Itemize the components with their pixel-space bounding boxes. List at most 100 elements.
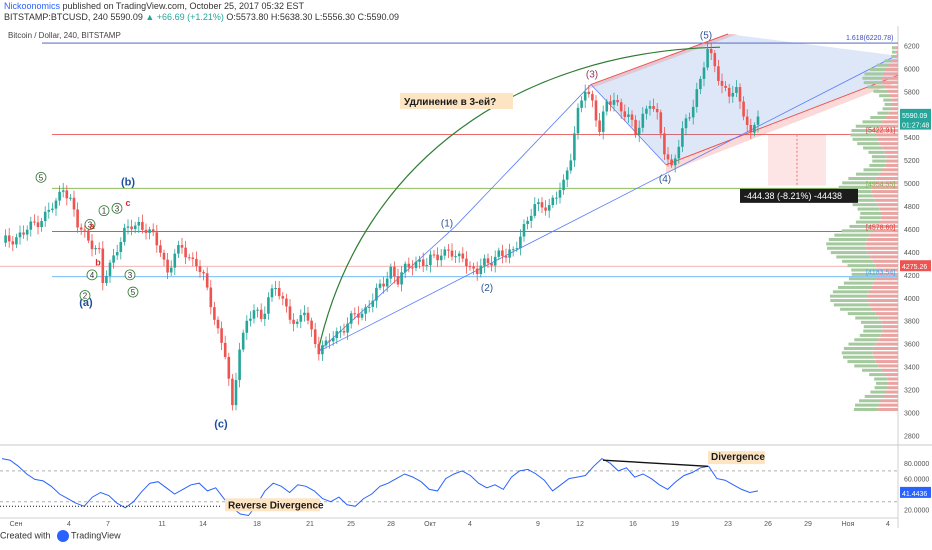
sub-wave-5-bottom-circle [127, 286, 139, 298]
volume-profile-bar [829, 294, 868, 298]
candle-body [126, 226, 130, 228]
volume-profile-bar [848, 342, 876, 346]
volume-profile-bar [866, 246, 898, 250]
candle-body [468, 266, 472, 268]
volume-profile-bar [871, 185, 898, 189]
candle-body [256, 309, 259, 311]
price-tick: 4200 [904, 273, 920, 280]
volume-profile-bar [887, 377, 898, 381]
candle-body [263, 313, 267, 320]
wave-2-label: (2) [481, 283, 493, 294]
volume-profile-bar [875, 312, 898, 316]
volume-profile-bar [885, 390, 898, 394]
candle-body [331, 338, 335, 342]
candle-body [137, 221, 141, 226]
candle-body [691, 106, 695, 118]
volume-profile-bar [879, 207, 898, 211]
volume-profile-bar [840, 307, 872, 311]
candle-body [627, 114, 630, 117]
candle-body [508, 249, 511, 258]
price-tick: 3600 [904, 342, 920, 349]
volume-profile-bar [854, 364, 879, 368]
wave-3-label: (3) [586, 70, 598, 81]
volume-profile-bar [877, 203, 898, 207]
volume-profile-bar [843, 355, 874, 359]
volume-profile-bar [879, 172, 898, 176]
publisher-name[interactable]: Nickoonomics [4, 1, 61, 11]
volume-profile-bar [881, 211, 898, 215]
projection-arc [317, 46, 721, 352]
price-chart[interactable]: Bitcoin / Dollar, 240, BITSTAMP 1.618(62… [0, 26, 932, 528]
volume-profile-bar [884, 59, 892, 63]
candle-body [234, 380, 238, 406]
candle-body [630, 114, 634, 120]
price-tick: 5000 [904, 181, 920, 188]
candle-body [519, 236, 522, 249]
candle-body [295, 321, 299, 324]
candle-body [439, 255, 443, 261]
candle-body [443, 249, 447, 256]
candle-body [418, 259, 421, 262]
time-tick: 23 [724, 521, 732, 528]
candle-body [97, 248, 101, 250]
time-tick: 14 [199, 521, 207, 528]
rsi-tick: 60.0000 [904, 477, 929, 484]
candle-body [537, 202, 540, 205]
candle-body [277, 287, 281, 297]
price-tick: 4800 [904, 204, 920, 211]
candle-body [731, 92, 735, 97]
volume-profile-bar [863, 81, 883, 85]
volume-profile-bar [870, 115, 886, 119]
volume-profile-bar [877, 272, 898, 276]
candle-body [339, 331, 342, 333]
volume-profile-bar [827, 246, 867, 250]
candle-body [29, 221, 33, 230]
volume-profile-bar [886, 155, 898, 159]
volume-profile-bar [882, 329, 898, 333]
candle-body [724, 85, 727, 88]
candle-body [180, 245, 184, 248]
candle-body [252, 310, 256, 319]
candle-body [133, 225, 137, 230]
volume-profile-bar [873, 281, 898, 285]
publish-line: Nickoonomics published on TradingView.co… [4, 1, 304, 11]
candle-body [429, 254, 432, 266]
price-tick: 5200 [904, 158, 920, 165]
candle-body [375, 287, 378, 301]
volume-profile-bar [862, 120, 883, 124]
volume-profile-bar [894, 54, 898, 58]
price-tick: 5400 [904, 135, 920, 142]
time-tick: 19 [671, 521, 679, 528]
volume-profile-bar [874, 198, 898, 202]
channel-upper-line [590, 33, 729, 85]
volume-profile-bar [878, 407, 898, 411]
volume-profile-bar [875, 177, 898, 181]
volume-profile-bar [880, 333, 898, 337]
candle-body [58, 191, 61, 201]
candle-body [18, 232, 22, 238]
volume-profile-bar [891, 102, 898, 106]
candle-body [688, 117, 691, 119]
volume-profile-bar [881, 320, 898, 324]
volume-profile-bar [855, 220, 880, 224]
volume-profile-bar [859, 333, 881, 337]
sub-wave-3-circle [84, 218, 96, 230]
candle-body [450, 250, 454, 257]
candle-body [594, 100, 598, 121]
candle-body [241, 332, 245, 350]
candle-body [357, 313, 360, 318]
volume-profile-bar [876, 268, 898, 272]
candle-body [274, 287, 277, 289]
volume-profile-bar [842, 181, 873, 185]
ohlc-prefix: BITSTAMP:BTCUSD, 240 5590.09 [4, 12, 146, 22]
level-4275-tag: 4275.26 [902, 264, 927, 271]
candle-body [33, 221, 36, 223]
volume-profile-bar [882, 81, 898, 85]
candle-body [90, 240, 94, 250]
volume-profile-bar [892, 46, 896, 50]
time-tick: 4 [468, 521, 472, 528]
candle-body [598, 120, 601, 132]
candle-body [162, 252, 166, 260]
footer-brand[interactable]: TradingView [71, 530, 121, 541]
countdown-tag-box [900, 118, 931, 130]
